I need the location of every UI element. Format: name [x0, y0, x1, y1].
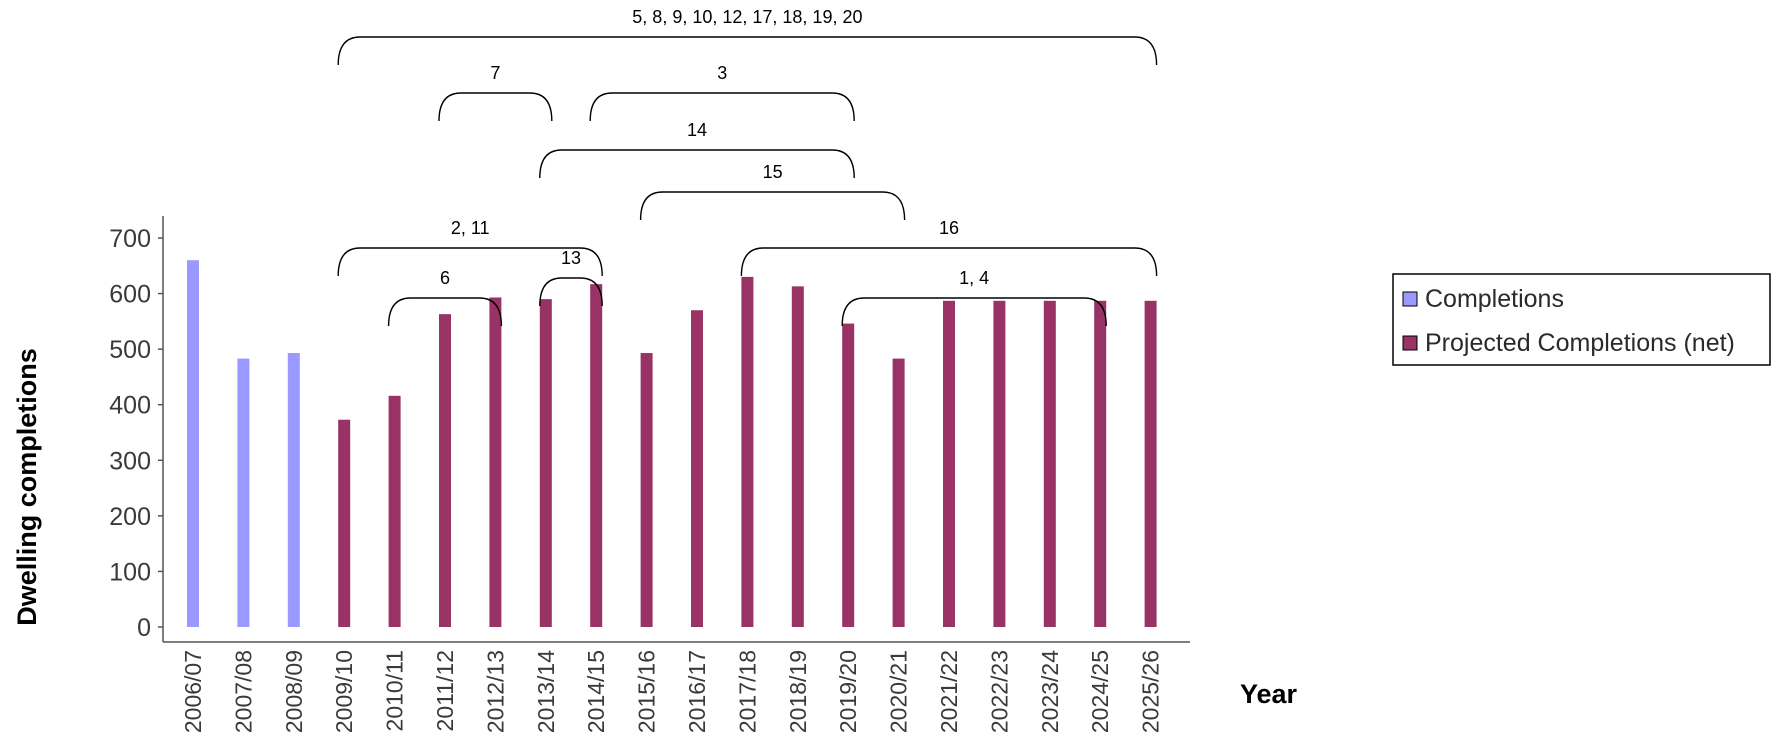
bar-projected — [691, 310, 703, 627]
bar-projected — [640, 353, 653, 627]
x-tick-label: 2025/26 — [1138, 650, 1164, 733]
y-tick-label: 600 — [109, 281, 151, 309]
legend-frame — [1392, 273, 1771, 366]
annotation-bracket — [639, 191, 906, 221]
y-tick-label: 700 — [109, 225, 151, 253]
annotation-label: 13 — [561, 248, 581, 268]
x-tick-label: 2019/20 — [835, 650, 861, 733]
annotation-bracket — [539, 277, 603, 307]
annotations: 5, 8, 9, 10, 12, 17, 18, 19, 20 7 3 14 15 2, … — [337, 7, 1158, 327]
annotation-bracket — [337, 247, 603, 277]
x-tick-label: 2015/16 — [634, 650, 660, 733]
x-tick-label: 2010/11 — [382, 650, 408, 731]
x-tick-label: 2006/07 — [180, 650, 206, 733]
bar-projected — [943, 300, 955, 627]
annotation-bracket — [438, 92, 553, 122]
annotation-bracket — [740, 247, 1158, 277]
legend-label-completions: Completions — [1425, 285, 1564, 313]
x-tick-label: 2014/15 — [583, 650, 609, 733]
annotation-label: 15 — [763, 162, 783, 182]
legend-swatch-projected — [1402, 335, 1418, 351]
x-tick-label: 2007/08 — [230, 650, 256, 733]
annotation-label: 16 — [939, 218, 959, 238]
legend-swatch-completions — [1402, 291, 1418, 307]
annotation-label: 6 — [440, 268, 450, 288]
bar-projected — [439, 314, 451, 627]
annotation-bracket — [539, 149, 855, 179]
annotation-label: 2, 11 — [451, 218, 490, 238]
bar-projected — [489, 297, 502, 627]
bar-completions — [287, 353, 300, 627]
annotation-label: 14 — [687, 120, 707, 140]
annotation-bracket — [841, 297, 1107, 327]
bar-completions — [237, 358, 250, 627]
x-axis-title: Year — [1240, 679, 1298, 709]
x-tick-label: 2009/10 — [331, 650, 357, 733]
x-tick-label: 2020/21 — [886, 650, 912, 733]
bar-projected — [791, 286, 804, 627]
x-tick-label: 2024/25 — [1087, 650, 1113, 733]
y-tick-label: 500 — [109, 336, 151, 364]
bar-projected — [388, 395, 401, 627]
bar-projected — [993, 300, 1006, 627]
bar-projected — [1094, 300, 1107, 627]
x-tick-label: 2018/19 — [785, 650, 811, 733]
bar-projected — [1043, 300, 1056, 627]
bar-projected — [892, 358, 905, 627]
y-tick-label: 0 — [137, 614, 151, 642]
y-axis-title: Dwelling completions — [12, 348, 42, 626]
x-tick-label: 2023/24 — [1037, 650, 1063, 733]
x-tick-label: 2021/22 — [936, 650, 962, 733]
y-tick-label: 400 — [109, 392, 151, 420]
x-tick-label: 2008/09 — [281, 650, 307, 733]
x-tick-label: 2011/12 — [432, 650, 458, 731]
y-tick-label: 300 — [109, 447, 151, 475]
x-tick-label: 2022/23 — [986, 650, 1012, 733]
bar-projected — [590, 284, 603, 627]
bar-projected — [338, 419, 351, 627]
legend-label-projected: Projected Completions (net) — [1425, 329, 1735, 357]
annotation-label: 3 — [717, 63, 727, 83]
x-tick-label: 2013/14 — [533, 650, 559, 733]
bar-projected — [539, 299, 552, 627]
x-axis-ticks: 2006/07 2007/08 2008/09 2009/10 2010/11 2011/… — [180, 650, 1164, 733]
annotation-label: 1, 4 — [959, 268, 989, 288]
annotation-bracket — [387, 297, 503, 327]
bar-projected — [842, 323, 855, 627]
annotation-label: 7 — [490, 63, 500, 83]
x-tick-label: 2012/13 — [482, 650, 508, 733]
annotation-bracket — [589, 92, 855, 122]
x-tick-label: 2017/18 — [734, 650, 760, 733]
bar-projected — [741, 276, 754, 627]
y-tick-label: 100 — [109, 558, 151, 586]
y-tick-label: 200 — [109, 503, 151, 531]
y-axis-ticks: 0 100 200 300 400 500 600 700 — [109, 225, 163, 642]
annotation-label: 5, 8, 9, 10, 12, 17, 18, 19, 20 — [632, 7, 862, 27]
annotation-bracket — [337, 36, 1158, 66]
bars — [187, 260, 1157, 627]
bar-completions — [187, 260, 199, 627]
bar-projected — [1144, 300, 1157, 627]
legend: Completions Projected Completions (net) — [1392, 273, 1771, 366]
x-tick-label: 2016/17 — [684, 650, 710, 733]
